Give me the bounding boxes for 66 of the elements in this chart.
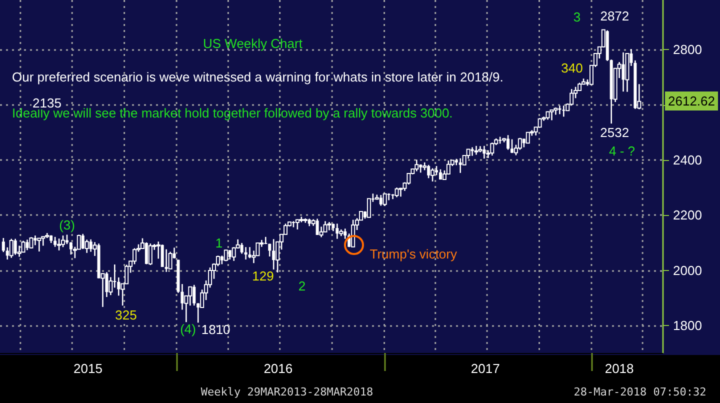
- candlestick: [29, 236, 34, 250]
- y-tick-label: 1800: [673, 318, 702, 333]
- annotation: 3: [573, 10, 581, 24]
- candlestick: [9, 238, 14, 259]
- candlestick: [295, 218, 300, 230]
- candlestick: [132, 248, 137, 265]
- candlestick: [550, 109, 554, 121]
- candlestick: [61, 234, 66, 248]
- annotation: 340: [561, 60, 583, 76]
- annotation: Trump's victory: [370, 246, 458, 262]
- candlestick: [248, 246, 252, 259]
- candlestick: [406, 172, 411, 186]
- candlestick: [510, 138, 514, 154]
- candlestick: [26, 239, 29, 251]
- annotation: 1810: [201, 322, 230, 338]
- candlestick: [387, 192, 390, 201]
- candlestick: [54, 236, 57, 248]
- annotation: 1: [215, 236, 223, 250]
- candlestick: [323, 220, 328, 233]
- y-tick-label: 2800: [673, 42, 702, 58]
- candlestick: [327, 221, 332, 231]
- candlestick: [148, 242, 152, 266]
- candlestick: [188, 286, 192, 306]
- y-tick-label: 2000: [673, 262, 702, 278]
- y-tick-label: 2200: [673, 208, 702, 223]
- x-tick-label: 2017: [470, 361, 500, 376]
- candlestick: [622, 52, 625, 92]
- candlestick: [244, 246, 248, 260]
- candlestick: [37, 237, 42, 252]
- y-tick-label: 2400: [673, 152, 702, 168]
- text: 2612.62: [668, 94, 715, 108]
- annotation: 2872: [600, 8, 630, 24]
- annotation: (3): [59, 218, 75, 232]
- text: US Weekly Chart: [203, 36, 303, 51]
- annotation: 129: [252, 268, 274, 284]
- candlestick: [65, 234, 68, 245]
- candlestick: [490, 142, 494, 156]
- text: Weekly 29MAR2013-28MAR2018: [200, 386, 374, 398]
- x-tick-label: 2018: [604, 361, 634, 376]
- candlestick: [41, 236, 46, 246]
- candlestick: [336, 223, 339, 240]
- annotation: 2532: [600, 125, 630, 140]
- candlestick: [160, 244, 164, 268]
- candlestick: [180, 283, 184, 310]
- annotation: (4): [180, 322, 196, 336]
- candlestick: [216, 255, 220, 267]
- annotation: 2135: [32, 96, 62, 110]
- candlestick: [232, 246, 236, 262]
- text: 28-Mar-2018 07:50:32: [574, 386, 706, 398]
- candlestick: [382, 192, 387, 207]
- candlestick: [168, 251, 172, 270]
- candlestick: [268, 243, 272, 258]
- annotation: 2: [298, 278, 306, 294]
- candlestick: [351, 219, 356, 248]
- candlestick: [526, 132, 530, 144]
- candlestick: [430, 168, 435, 182]
- candlestick: [57, 238, 62, 252]
- candlestick: [21, 240, 26, 253]
- candlestick: [562, 104, 566, 118]
- candlestick: [414, 159, 419, 172]
- annotation: 325: [115, 308, 137, 322]
- annotation: Our preferred scenario is weve witnessed a warning for whats in store later in 2018/9.: [12, 70, 504, 84]
- x-tick-label: 2015: [74, 361, 102, 376]
- candlestick: [394, 186, 399, 198]
- x-tick-label: 2016: [264, 361, 293, 376]
- annotation: 4 - ?: [608, 144, 636, 158]
